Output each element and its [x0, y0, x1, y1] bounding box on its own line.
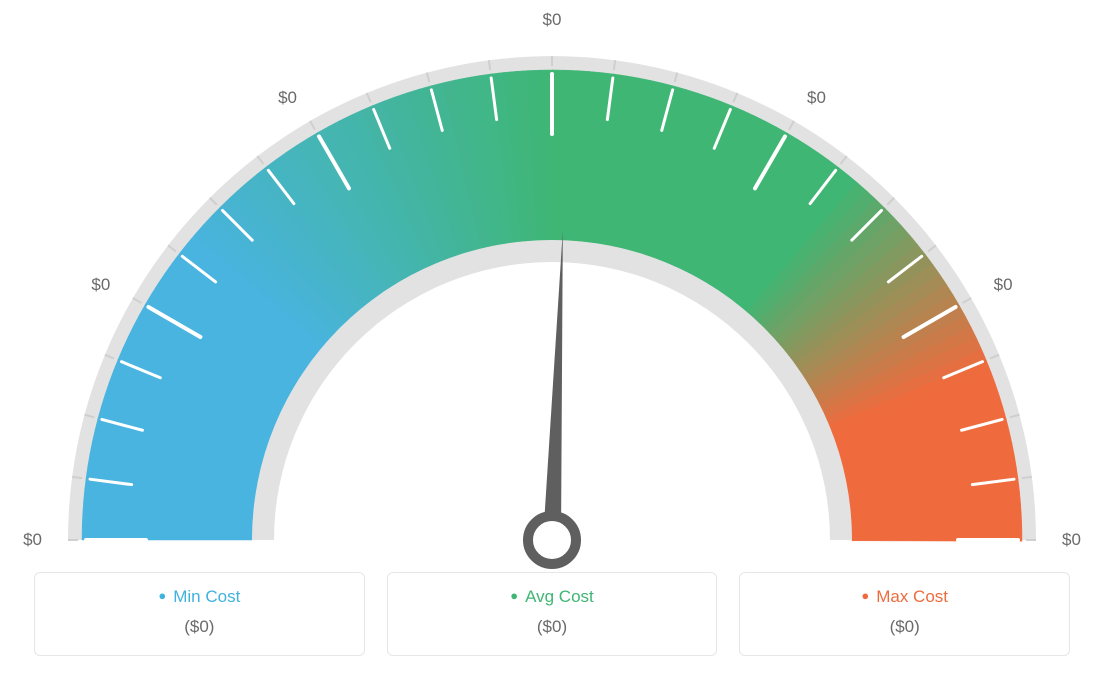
- gauge-tick-label: $0: [994, 275, 1013, 295]
- legend-avg-value: ($0): [398, 617, 707, 637]
- gauge-needle: [543, 230, 563, 540]
- gauge-needle-hub: [528, 516, 576, 564]
- gauge-tick-label: $0: [543, 10, 562, 30]
- legend-card-avg: Avg Cost ($0): [387, 572, 718, 656]
- legend-max-label: Max Cost: [750, 587, 1059, 607]
- gauge-chart: $0 $0 $0 $0 $0 $0 $0: [0, 0, 1104, 560]
- gauge-tick-label: $0: [91, 275, 110, 295]
- legend-min-label: Min Cost: [45, 587, 354, 607]
- gauge-tick-label: $0: [23, 530, 42, 550]
- legend-row: Min Cost ($0) Avg Cost ($0) Max Cost ($0…: [34, 572, 1070, 656]
- legend-card-min: Min Cost ($0): [34, 572, 365, 656]
- gauge-svg: [12, 30, 1092, 590]
- gauge-tick-label: $0: [278, 88, 297, 108]
- gauge-tick-label: $0: [1062, 530, 1081, 550]
- legend-min-value: ($0): [45, 617, 354, 637]
- legend-max-value: ($0): [750, 617, 1059, 637]
- legend-avg-label: Avg Cost: [398, 587, 707, 607]
- gauge-tick-label: $0: [807, 88, 826, 108]
- legend-card-max: Max Cost ($0): [739, 572, 1070, 656]
